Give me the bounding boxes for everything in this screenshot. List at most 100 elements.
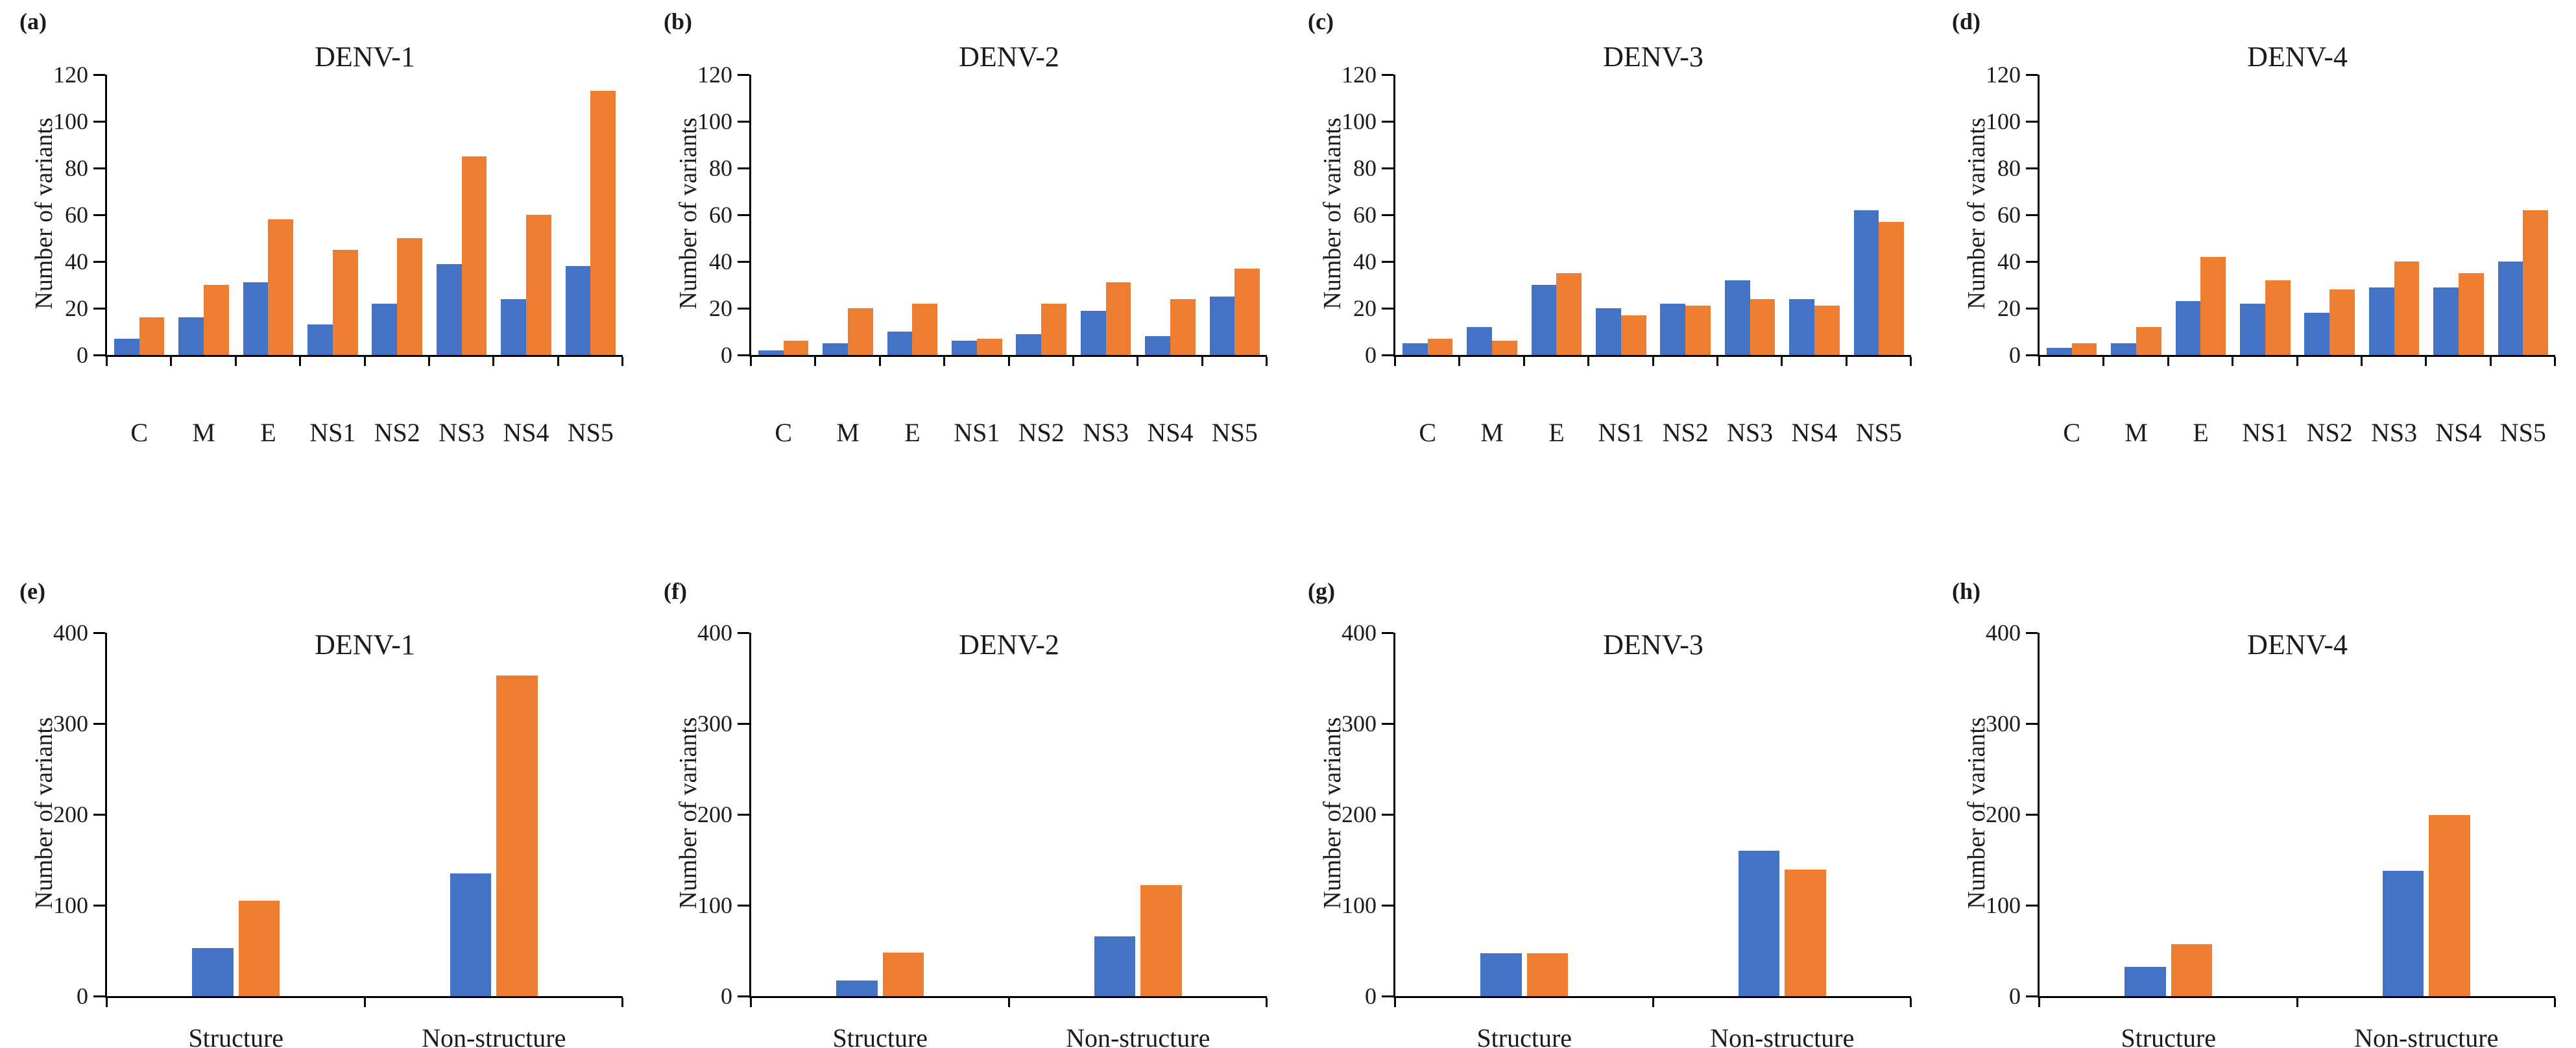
x-axis-line [1393,996,1911,998]
bar-series-1-NS5 [2498,262,2523,355]
chart-panel-a: (a) DENV-1 Number of variants 0 20 40 60 80 100 1… [0,0,644,558]
bar-series-2-M [204,285,229,355]
y-tick-label: 80 [1353,155,1377,181]
x-tick-mark [1652,357,1654,366]
y-tick-mark [93,995,105,997]
y-tick-mark [2026,814,2038,816]
x-tick-mark [1394,357,1396,366]
y-tick-mark [1382,308,1393,310]
y-tick-mark [1382,723,1393,725]
y-tick-mark [93,167,105,169]
chart-panel-h: (h) DENV-4 Number of variants 0 100 200 300 400… [1932,558,2576,1048]
bar-series-1-Non-structure [1738,851,1780,996]
y-tick-label: 300 [1986,711,2021,737]
y-tick-mark [1382,995,1393,997]
y-tick-label: 40 [709,249,732,274]
y-tick-label: 20 [1997,295,2021,321]
x-axis-line [2038,996,2555,998]
x-tick-label: E [1548,418,1565,447]
y-tick-mark [1382,74,1393,76]
bar-series-1-NS1 [2240,303,2265,355]
y-tick-mark [1382,905,1393,907]
bar-series-1-C [114,338,139,355]
bar-series-2-NS1 [332,250,358,355]
x-tick-label: NS5 [1855,418,1902,447]
y-tick-label: 60 [1997,202,2021,228]
y-axis-line [1393,75,1395,357]
y-tick-mark [738,308,749,310]
x-tick-mark [2554,998,2556,1007]
x-tick-label: NS1 [1598,418,1644,447]
x-tick-label: M [192,418,215,447]
x-tick-mark [621,357,623,366]
x-tick-label: E [904,418,921,447]
x-tick-label: NS4 [1147,418,1194,447]
chart-title: DENV-1 [315,629,415,661]
x-axis-line [2038,355,2555,357]
bar-series-2-M [2136,326,2161,355]
y-tick-label: 0 [1365,983,1377,1009]
y-tick-mark [738,814,749,816]
x-tick-label: NS3 [2370,418,2418,447]
x-tick-label: NS4 [1791,418,1838,447]
x-tick-mark [2038,357,2040,366]
x-tick-label: C [2063,418,2081,447]
x-tick-mark [1910,998,1912,1007]
y-tick-mark [93,814,105,816]
x-tick-mark [2425,357,2427,366]
chart-row-top: (a) DENV-1 Number of variants 0 20 40 60 80 100 1… [0,0,2556,558]
y-tick-label: 400 [53,620,88,646]
y-tick-mark [738,354,749,356]
y-tick-mark [2026,167,2038,169]
x-tick-label: Non-structure [1710,1023,1855,1048]
bar-series-1-NS2 [2304,313,2330,355]
bar-series-2-NS2 [2329,289,2355,355]
y-tick-mark [1382,121,1393,123]
bar-series-2-E [268,219,294,355]
x-tick-label: Structure [188,1023,284,1048]
y-tick-label: 100 [1342,108,1377,134]
bar-series-1-NS2 [1016,334,1042,355]
bar-series-1-E [243,282,269,355]
y-tick-label: 0 [77,983,88,1009]
bar-series-2-NS3 [461,156,487,355]
y-tick-label: 0 [2009,342,2021,368]
x-tick-label: M [1480,418,1504,447]
bar-series-1-M [178,317,204,355]
chart-title: DENV-4 [2247,41,2348,73]
chart-row-bottom: (e) DENV-1 Number of variants 0 100 200 300 400… [0,558,2576,1048]
x-tick-label: NS4 [503,418,549,447]
y-tick-label: 200 [697,801,732,827]
x-axis-line [749,996,1267,998]
y-tick-label: 20 [1353,295,1377,321]
bar-series-2-NS4 [525,215,551,355]
bar-series-1-NS4 [501,299,526,355]
bar-series-2-Non-structure [496,675,538,996]
y-tick-mark [93,74,105,76]
bar-series-2-NS3 [1750,299,1776,355]
bar-series-2-M [848,308,873,355]
chart-title: DENV-2 [959,629,1059,661]
y-tick-mark [738,121,749,123]
x-tick-mark [621,998,623,1007]
bar-series-2-NS5 [2523,210,2549,355]
y-tick-mark [738,995,749,997]
y-tick-mark [2026,723,2038,725]
x-tick-mark [1458,357,1461,366]
y-tick-label: 60 [709,202,732,228]
y-tick-mark [738,261,749,263]
x-tick-mark [106,357,108,366]
bar-series-1-NS4 [1145,336,1170,355]
x-axis-line [105,996,623,998]
panel-label: (f) [664,578,687,604]
y-tick-label: 300 [53,711,88,737]
x-tick-mark [1201,357,1203,366]
y-axis-line [749,633,751,998]
y-tick-mark [93,905,105,907]
bar-series-1-Structure [836,981,878,996]
bar-series-1-Structure [192,947,234,996]
x-tick-mark [750,357,752,366]
bar-series-1-NS1 [952,341,977,355]
bar-series-1-M [1467,326,1493,355]
y-tick-mark [2026,308,2038,310]
